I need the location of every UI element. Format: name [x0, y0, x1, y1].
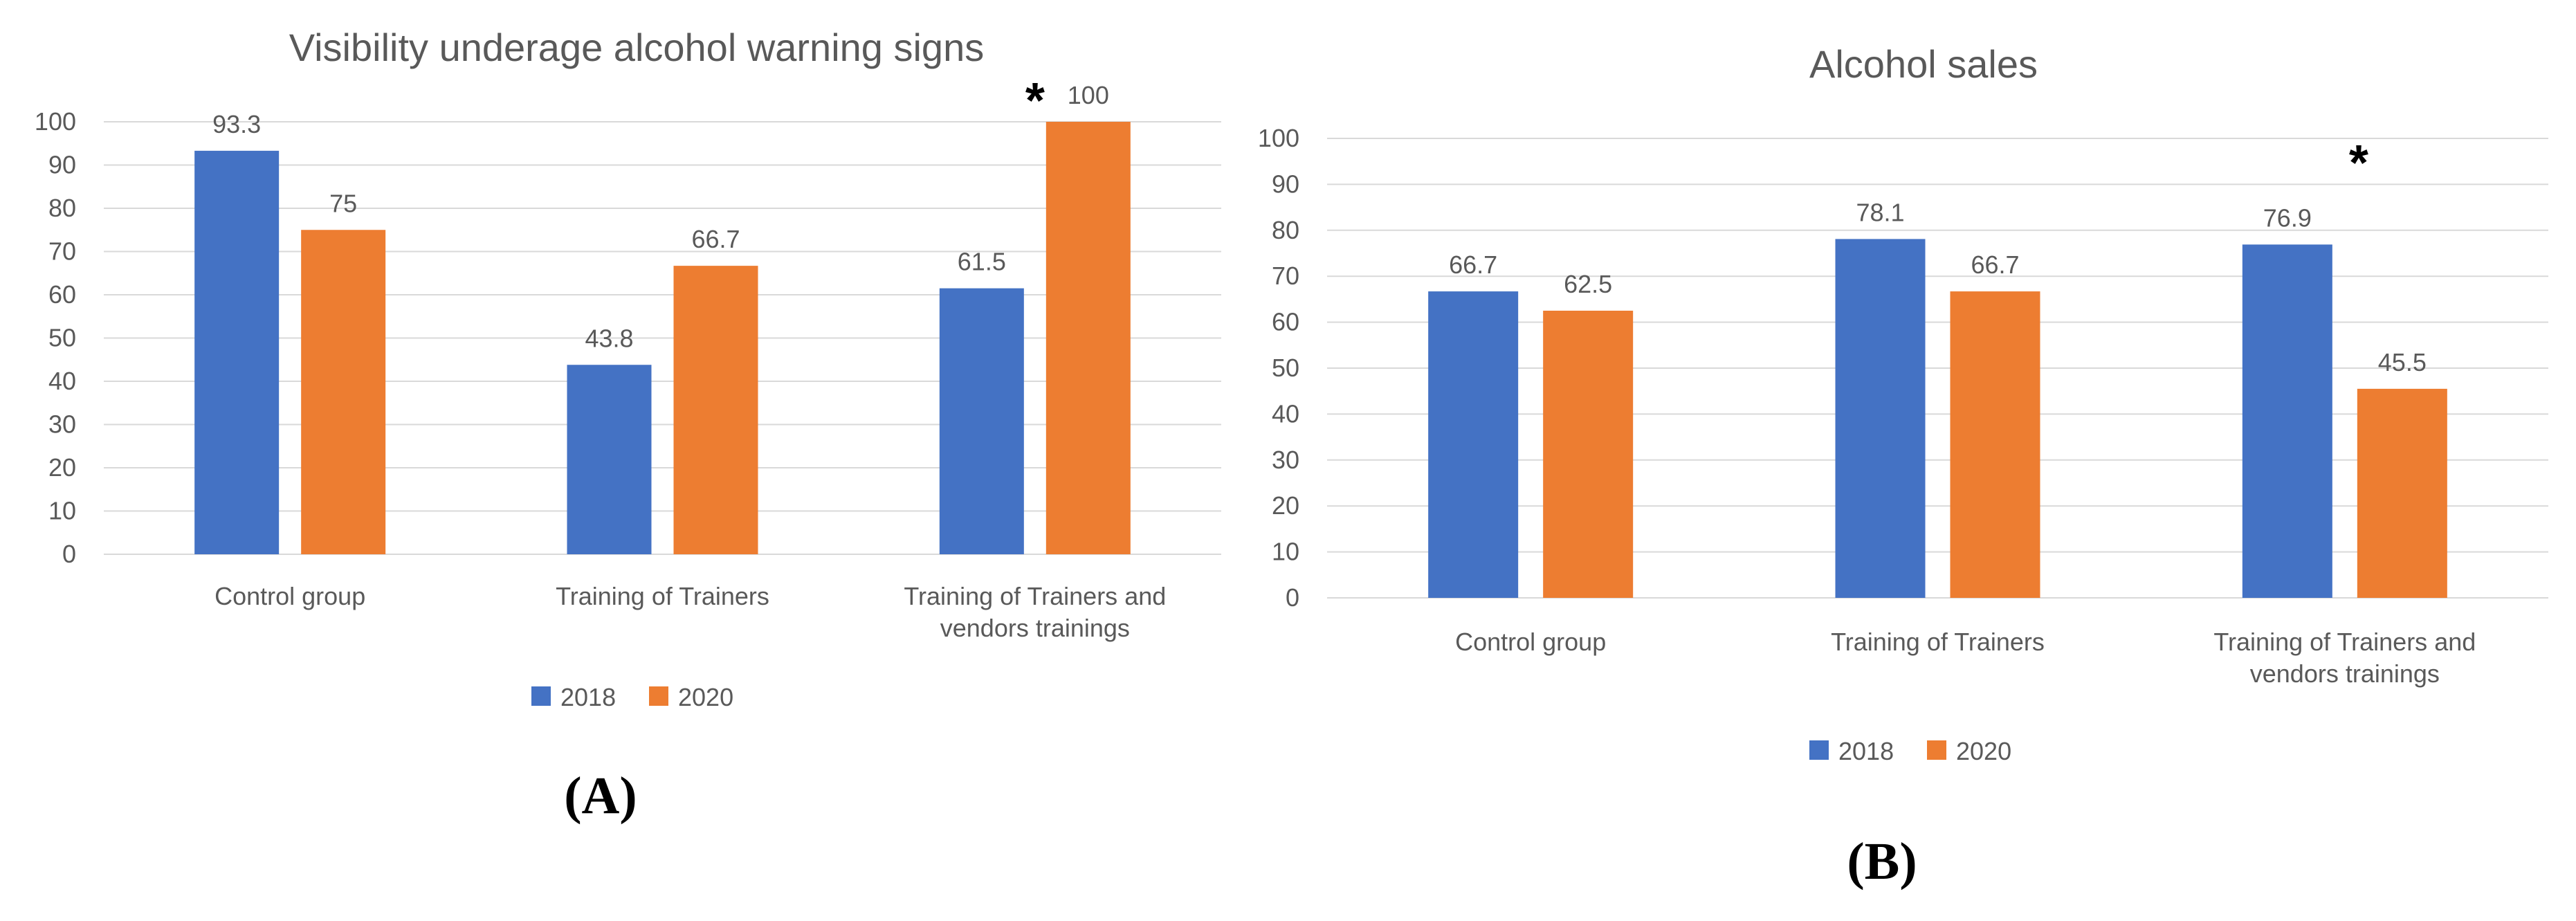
data-label: 66.7: [1449, 250, 1497, 279]
bar-2020: [2357, 388, 2447, 598]
y-tick-label: 80: [48, 194, 76, 222]
legend-label: 2020: [1956, 737, 2011, 765]
y-tick-label: 70: [48, 237, 76, 266]
chart-title: Alcohol sales: [1809, 42, 2038, 86]
y-tick-label: 0: [62, 540, 76, 568]
bar-2018: [194, 150, 280, 554]
legend-label: 2018: [560, 683, 616, 711]
y-tick-label: 20: [48, 453, 76, 482]
y-tick-label: 10: [48, 497, 76, 525]
y-tick-label: 60: [1272, 308, 1299, 336]
chart-b: Alcohol sales 0 10 20 30 40 50 60 70 80 90 100 66.7 6…: [1258, 42, 2548, 891]
bar-2018: [1835, 239, 1926, 598]
data-label: 61.5: [958, 248, 1006, 276]
panel-label: (B): [1847, 832, 1917, 891]
category-label: Training of Trainers: [1831, 628, 2045, 656]
category-label: vendors trainings: [2250, 659, 2440, 688]
bar-2018: [939, 288, 1024, 554]
data-label: 62.5: [1564, 270, 1612, 298]
category-label: vendors trainings: [940, 614, 1130, 642]
y-tick-label: 100: [35, 107, 76, 136]
bar-2020: [673, 266, 758, 554]
bar-2018: [567, 365, 652, 554]
chart-a: Visibility underage alcohol warning sign…: [35, 26, 1221, 825]
data-label: 93.3: [212, 110, 261, 138]
y-tick-label: 90: [48, 151, 76, 179]
y-tick-label: 10: [1272, 538, 1299, 566]
data-label: 76.9: [2263, 203, 2312, 232]
legend-swatch-2020: [649, 686, 668, 706]
significance-marker: *: [1025, 73, 1045, 129]
y-tick-label: 50: [1272, 354, 1299, 382]
data-label: 66.7: [1971, 250, 2019, 279]
y-tick-label: 20: [1272, 491, 1299, 520]
legend-label: 2018: [1838, 737, 1894, 765]
bar-2020: [301, 230, 386, 554]
category-label: Control group: [1455, 628, 1606, 656]
data-label: 66.7: [691, 225, 740, 253]
category-label: Training of Trainers and: [904, 582, 1166, 610]
y-tick-label: 60: [48, 280, 76, 309]
legend-swatch-2018: [1809, 740, 1829, 760]
y-tick-label: 90: [1272, 170, 1299, 198]
bar-2020: [1045, 122, 1131, 554]
y-tick-label: 70: [1272, 262, 1299, 290]
data-label: 100: [1068, 81, 1109, 109]
y-tick-label: 80: [1272, 216, 1299, 244]
bar-2020: [1543, 311, 1634, 598]
significance-marker: *: [2349, 136, 2368, 191]
data-label: 43.8: [585, 324, 633, 352]
y-tick-label: 30: [1272, 446, 1299, 474]
y-tick-label: 0: [1286, 583, 1299, 612]
legend-label: 2020: [678, 683, 733, 711]
data-label: 45.5: [2378, 348, 2427, 376]
data-label: 78.1: [1856, 198, 1904, 226]
bar-2018: [2242, 244, 2332, 598]
panel-label: (A): [564, 767, 637, 825]
y-tick-label: 50: [48, 324, 76, 352]
y-tick-label: 30: [48, 410, 76, 439]
category-label: Training of Trainers and: [2213, 628, 2476, 656]
data-label: 75: [329, 189, 357, 217]
legend-swatch-2020: [1927, 740, 1946, 760]
category-label: Training of Trainers: [556, 582, 769, 610]
legend-swatch-2018: [531, 686, 551, 706]
y-tick-label: 40: [48, 367, 76, 395]
bar-2020: [1950, 291, 2040, 598]
chart-title: Visibility underage alcohol warning sign…: [289, 26, 984, 69]
y-tick-label: 100: [1258, 124, 1299, 152]
bar-2018: [1428, 291, 1519, 598]
category-label: Control group: [214, 582, 365, 610]
y-tick-label: 40: [1272, 399, 1299, 428]
